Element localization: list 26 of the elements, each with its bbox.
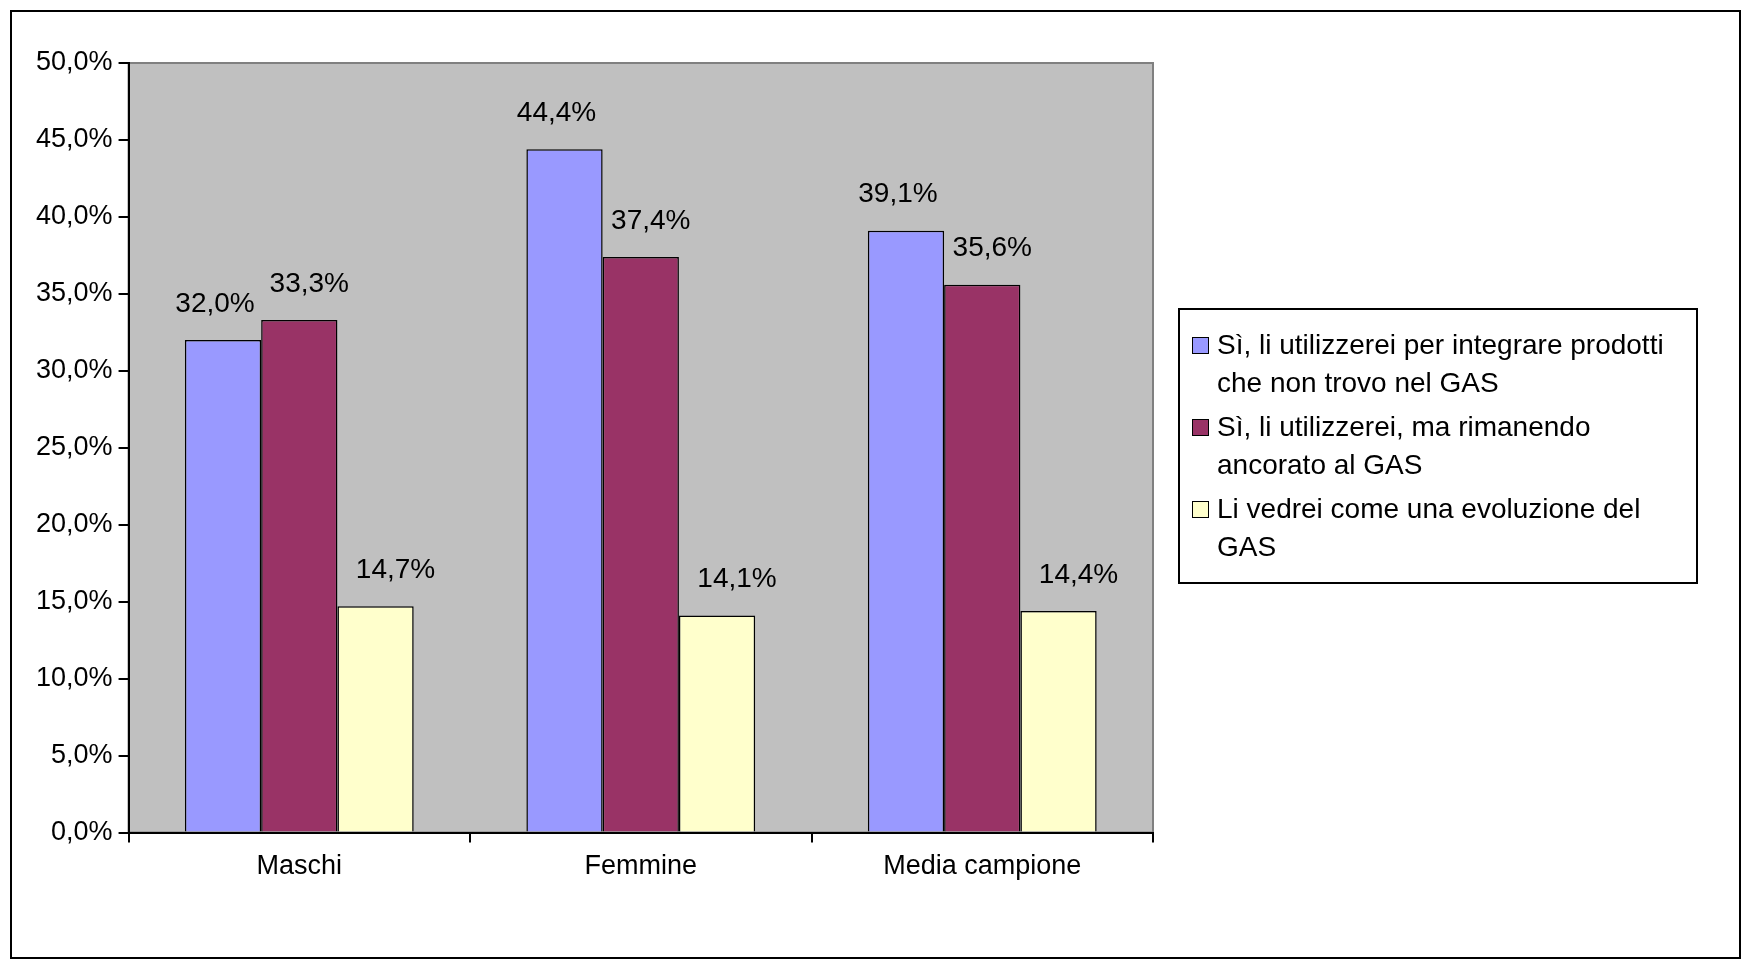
- y-tick-label: 45,0%: [35, 123, 113, 154]
- y-tick-label: 15,0%: [35, 585, 113, 616]
- x-tick-label: Femmine: [584, 850, 698, 881]
- y-tick-label: 25,0%: [35, 431, 113, 462]
- legend-label: Sì, li utilizzerei per integrare prodotti che non trovo nel GAS: [1217, 327, 1665, 400]
- data-label: 33,3%: [269, 266, 349, 298]
- y-tick-label: 5,0%: [51, 739, 113, 770]
- data-label: 14,4%: [1038, 557, 1119, 589]
- y-tick-label: 20,0%: [35, 508, 113, 539]
- data-label: 14,1%: [697, 562, 777, 594]
- y-tick-label: 0,0%: [51, 816, 113, 847]
- data-label: 39,1%: [858, 177, 938, 209]
- data-label: 35,6%: [952, 231, 1032, 263]
- legend-label: Li vedrei come una evoluzione del GAS: [1217, 491, 1642, 564]
- y-tick-label: 35,0%: [35, 277, 113, 308]
- data-label: 32,0%: [175, 286, 255, 318]
- x-tick-label: Maschi: [256, 850, 343, 881]
- data-label: 37,4%: [611, 203, 691, 235]
- y-tick-label: 10,0%: [35, 662, 113, 693]
- data-label: 14,7%: [355, 553, 436, 585]
- y-tick-label: 40,0%: [35, 200, 113, 231]
- data-label: 44,4%: [516, 95, 597, 127]
- y-tick-label: 30,0%: [35, 354, 113, 385]
- legend-label: Sì, li utilizzerei, ma rimanendo ancorato al GAS: [1217, 409, 1592, 482]
- y-tick-label: 50,0%: [35, 46, 113, 77]
- x-tick-label: Media campione: [883, 850, 1082, 881]
